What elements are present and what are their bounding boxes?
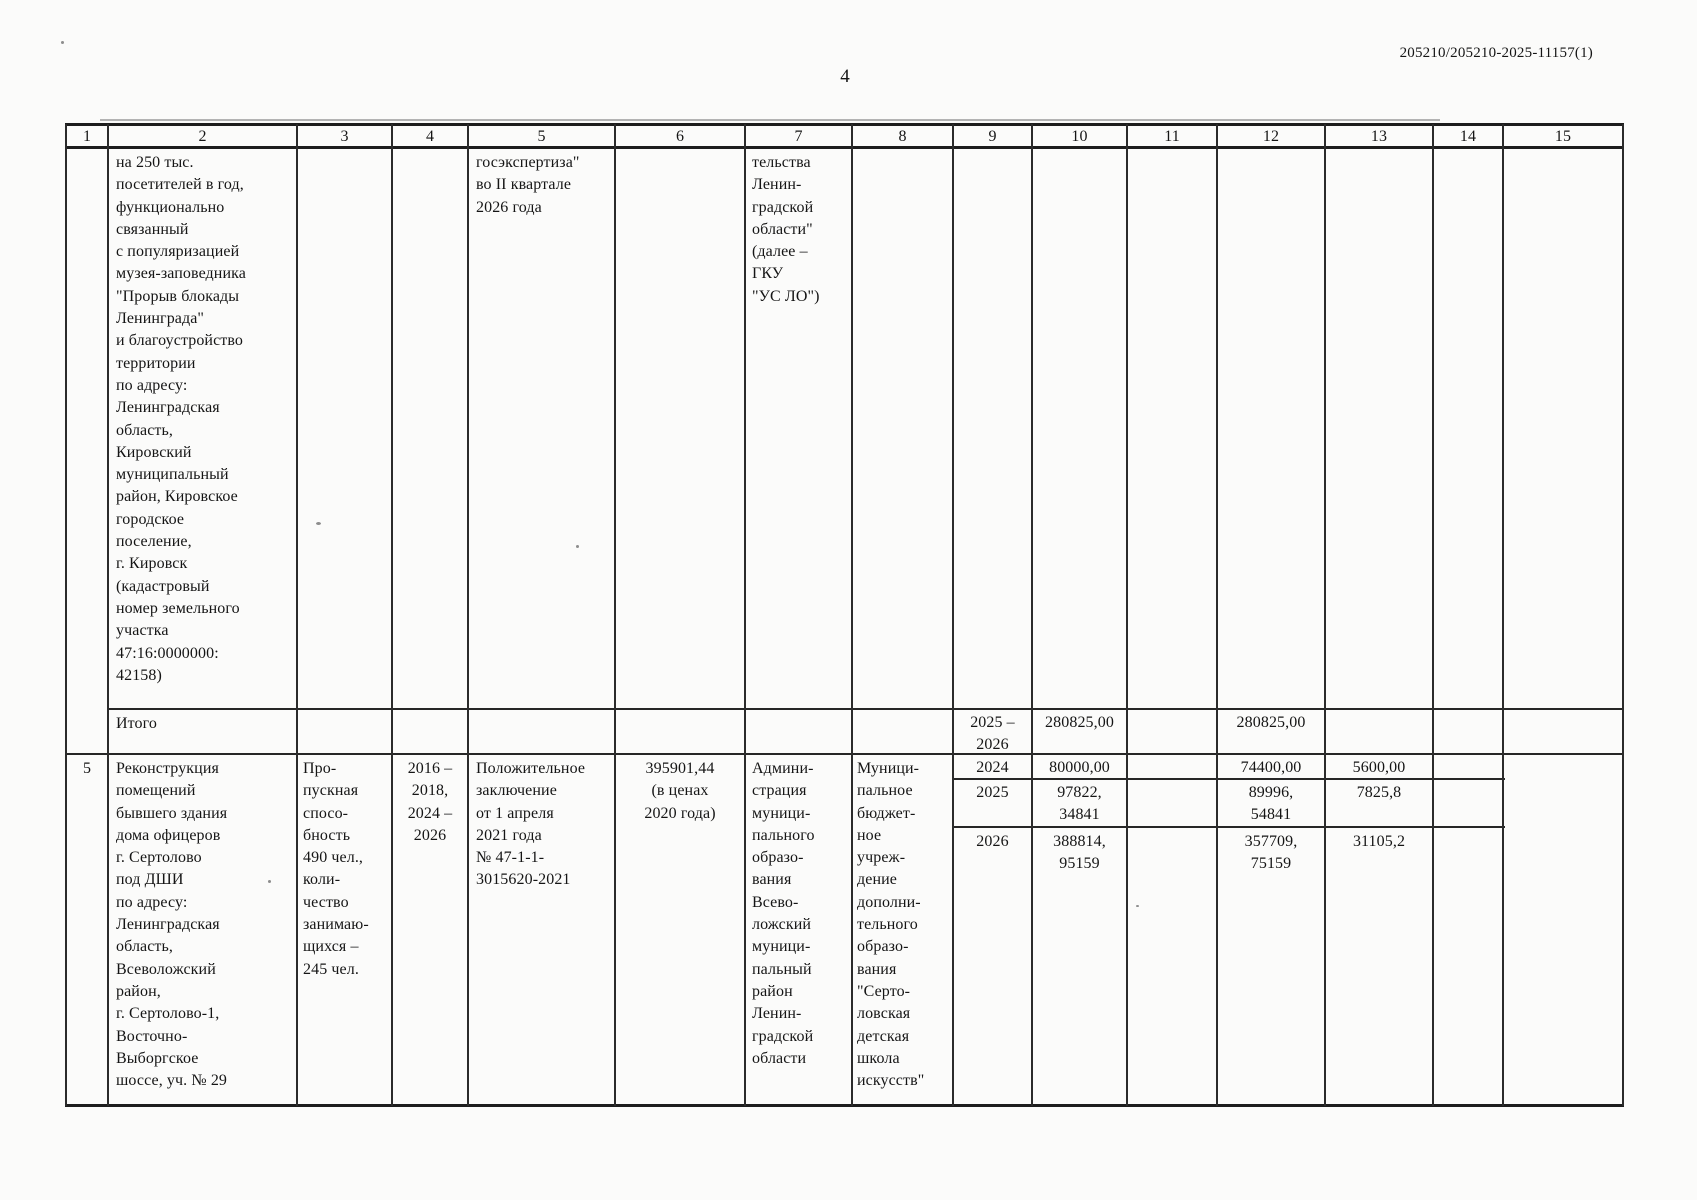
grid-line [952, 124, 954, 1106]
row5-finance-local-2026: 31105,2 [1352, 833, 1406, 850]
column-header-7: 7 [794, 128, 803, 145]
totals-regional-amount: 280825,00 [1236, 714, 1306, 731]
column-header-10: 10 [1071, 128, 1088, 145]
row5-finance-year-2024: 2024 [976, 759, 1009, 776]
row5-finance-total-2026: 388814, 95159 [1053, 833, 1106, 873]
grid-line [1622, 124, 1624, 1106]
column-header-3: 3 [340, 128, 349, 145]
grid-line [391, 124, 393, 1106]
grid-line [467, 124, 469, 1106]
column-header-15: 15 [1554, 128, 1572, 145]
grid-line [108, 708, 1624, 710]
row5-cost: 395901,44 (в ценах 2020 года) [644, 760, 716, 822]
grid-line [614, 124, 616, 1106]
column-header-14: 14 [1459, 128, 1477, 145]
grid-line [65, 753, 1624, 755]
grid-line [65, 123, 1624, 126]
column-header-12: 12 [1262, 128, 1280, 145]
page-number: 4 [840, 66, 850, 87]
column-header-4: 4 [425, 128, 435, 145]
grid-line [107, 124, 109, 1106]
row5-finance-regional-2025: 89996, 54841 [1248, 784, 1294, 824]
row5-finance-regional-2024: 74400,00 [1240, 759, 1302, 776]
column-header-5: 5 [537, 128, 546, 145]
grid-line [1432, 124, 1434, 1106]
grid-line [1031, 124, 1033, 1106]
row5-object-name: Реконструкция помещений бывшего здания д… [116, 760, 228, 1090]
totals-years: 2025 – 2026 [970, 714, 1015, 754]
scan-speck [576, 545, 579, 548]
scan-speck [268, 880, 271, 883]
row4-object-name: на 250 тыс. посетителей в год, функциона… [116, 154, 246, 684]
column-header-11: 11 [1164, 128, 1180, 145]
row5-customer: Админи- страция муници- пального образо-… [752, 760, 815, 1067]
row5-finance-local-2024: 5600,00 [1352, 759, 1406, 776]
column-header-1: 1 [82, 128, 92, 145]
row4-approval-note: госэкспертиза" во II квартале 2026 года [476, 154, 580, 216]
grid-line [744, 124, 746, 1106]
row5-finance-year-2025: 2025 [976, 784, 1009, 801]
column-header-13: 13 [1370, 128, 1388, 145]
row5-operator: Муници- пальное бюджет- ное учреж- дение… [857, 760, 925, 1090]
row5-finance-total-2024: 80000,00 [1049, 759, 1110, 776]
grid-line [953, 778, 1505, 780]
totals-label: Итого [116, 715, 157, 732]
row5-finance-total-2025: 97822, 34841 [1057, 784, 1102, 824]
scan-speck [1136, 905, 1139, 907]
grid-line [65, 124, 67, 1106]
grid-line [953, 826, 1505, 828]
column-header-9: 9 [988, 128, 997, 145]
grid-line [851, 124, 853, 1106]
grid-line [1216, 124, 1218, 1106]
row4-customer: тельства Ленин- градской области" (далее… [752, 154, 820, 305]
column-header-8: 8 [898, 128, 907, 145]
scan-speck [61, 41, 64, 44]
row5-number: 5 [82, 760, 92, 777]
scan-speck [316, 522, 321, 525]
row5-finance-local-2025: 7825,8 [1356, 784, 1402, 801]
grid-line [1502, 124, 1504, 1106]
grid-line [65, 1104, 1624, 1107]
row5-approval: Положительное заключение от 1 апреля 202… [476, 760, 586, 889]
row5-capacity: Про- пускная спосо- бность 490 чел., кол… [303, 760, 369, 978]
grid-line [65, 146, 1624, 149]
row5-years: 2016 – 2018, 2024 – 2026 [407, 760, 453, 844]
document-reference-number: 205210/205210-2025-11157(1) [1399, 45, 1593, 61]
grid-line [1126, 124, 1128, 1106]
grid-line [1324, 124, 1326, 1106]
totals-total-amount: 280825,00 [1045, 714, 1114, 731]
row5-finance-regional-2026: 357709, 75159 [1244, 833, 1298, 873]
row5-finance-year-2026: 2026 [976, 833, 1009, 850]
column-header-2: 2 [198, 128, 207, 145]
column-header-6: 6 [675, 128, 685, 145]
scan-smudge [100, 119, 1440, 121]
grid-line [296, 124, 298, 1106]
